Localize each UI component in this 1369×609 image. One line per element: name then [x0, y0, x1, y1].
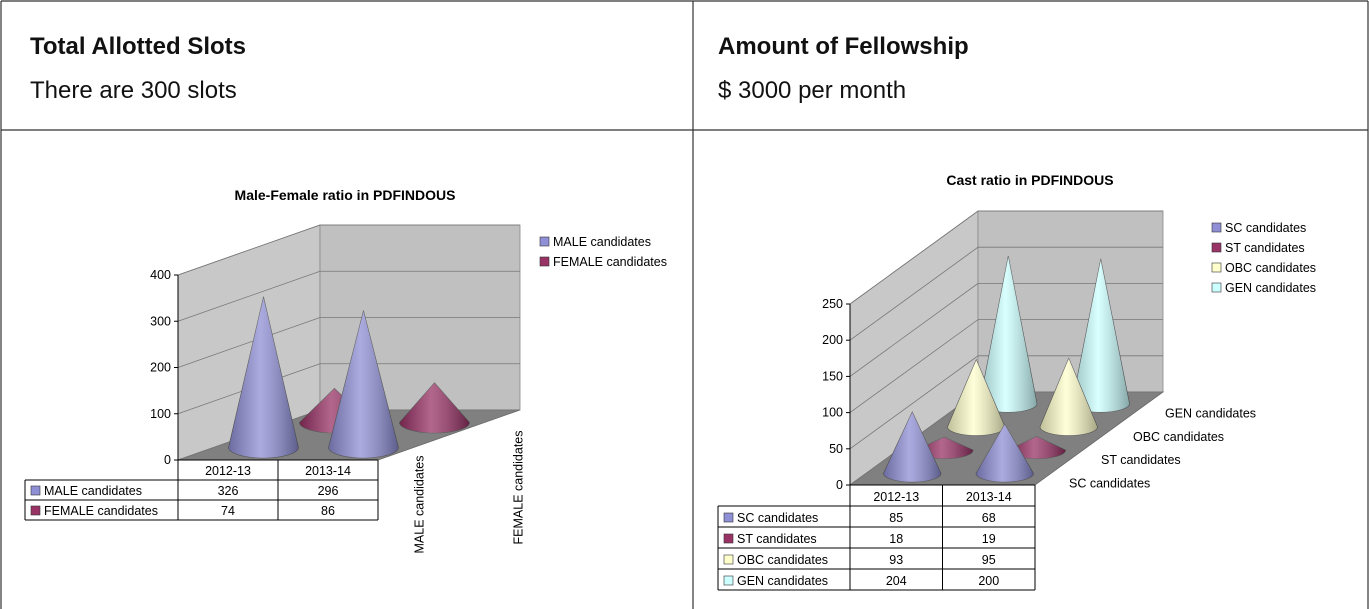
legend-label: OBC candidates: [1225, 261, 1316, 275]
table-swatch: [30, 485, 41, 496]
cell-title: Amount of Fellowship: [718, 33, 969, 60]
cone-shade: [1071, 258, 1130, 413]
y-tick-label: 150: [822, 369, 843, 383]
cone-shade: [228, 296, 299, 458]
legend-swatch: [1211, 222, 1222, 233]
table-swatch: [723, 512, 734, 523]
y-tick-label: 200: [150, 361, 171, 375]
y-tick-label: 0: [164, 453, 171, 467]
y-tick-label: 300: [150, 314, 171, 328]
legend-swatch: [539, 256, 550, 267]
table-header: 2013-14: [966, 490, 1012, 504]
cone-shade: [1007, 436, 1066, 459]
y-tick-label: 250: [822, 297, 843, 311]
grid-line: [849, 246, 1163, 341]
cone-shade: [328, 310, 399, 458]
y-tick-label: 200: [822, 333, 843, 347]
table-value: 86: [321, 504, 335, 518]
y-tick-label: 400: [150, 268, 171, 282]
table-value: 68: [982, 511, 996, 525]
legend-label: ST candidates: [1225, 241, 1305, 255]
grid-line: [177, 317, 520, 368]
table-value: 85: [889, 511, 903, 525]
grid-line: [177, 224, 520, 276]
table-value: 200: [978, 574, 999, 588]
grid-line: [177, 363, 520, 415]
cone-shade: [883, 411, 942, 483]
depth-label: MALE candidates: [413, 456, 427, 554]
cone-shade: [979, 255, 1038, 413]
table-header: 2012-13: [205, 464, 251, 478]
table-header: 2013-14: [305, 464, 351, 478]
y-tick-label: 50: [829, 442, 843, 456]
grid-line: [177, 270, 520, 322]
cell-title: Total Allotted Slots: [30, 33, 246, 60]
cell-text: There are 300 slots: [30, 77, 237, 104]
cell-text: $ 3000 per month: [718, 77, 906, 104]
table-row-label: SC candidates: [737, 511, 818, 525]
grid-line: [849, 210, 1163, 305]
cone-shade: [947, 359, 1006, 436]
table-value: 19: [982, 532, 996, 546]
table-row-label: GEN candidates: [737, 574, 828, 588]
depth-label: GEN candidates: [1165, 407, 1256, 421]
table-value: 74: [221, 504, 235, 518]
table-value: 95: [982, 553, 996, 567]
y-tick-label: 100: [150, 407, 171, 421]
y-tick-label: 100: [822, 406, 843, 420]
cone-shade: [399, 382, 470, 433]
legend-label: FEMALE candidates: [553, 255, 667, 269]
legend-swatch: [1211, 282, 1222, 293]
legend-label: GEN candidates: [1225, 281, 1316, 295]
cone-shade: [975, 424, 1034, 483]
table-value: 93: [889, 553, 903, 567]
depth-label: FEMALE candidates: [512, 431, 526, 545]
table-value: 326: [218, 484, 239, 498]
table-value: 204: [886, 574, 907, 588]
depth-label: SC candidates: [1069, 476, 1150, 490]
table-row-label: ST candidates: [737, 532, 817, 546]
table-swatch: [723, 575, 734, 586]
table-swatch: [723, 554, 734, 565]
table-row-label: OBC candidates: [737, 553, 828, 567]
table-value: 18: [889, 532, 903, 546]
legend-swatch: [539, 236, 550, 247]
table-row-label: MALE candidates: [44, 484, 142, 498]
y-tick-label: 0: [836, 478, 843, 492]
legend-label: SC candidates: [1225, 221, 1306, 235]
depth-label: ST candidates: [1101, 453, 1181, 467]
depth-label: OBC candidates: [1133, 430, 1224, 444]
legend-label: MALE candidates: [553, 235, 651, 249]
cone-shade: [1039, 358, 1098, 436]
table-header: 2012-13: [873, 490, 919, 504]
legend-swatch: [1211, 242, 1222, 253]
table-value: 296: [318, 484, 339, 498]
legend-swatch: [1211, 262, 1222, 273]
chart-title: Cast ratio in PDFINDOUS: [946, 172, 1113, 188]
chart-title: Male-Female ratio in PDFINDOUS: [235, 187, 456, 203]
table-swatch: [30, 505, 41, 516]
table-row-label: FEMALE candidates: [44, 504, 158, 518]
table-swatch: [723, 533, 734, 544]
